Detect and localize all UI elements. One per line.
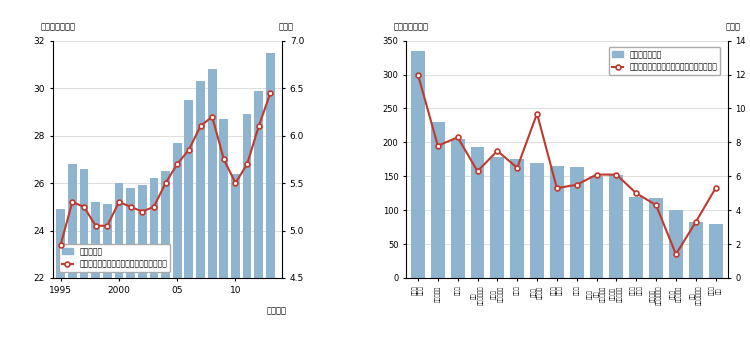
Bar (138, 185, 146, 339)
Text: （年間、時間）: （年間、時間） (393, 22, 428, 31)
Bar (80, 169, 88, 339)
Bar (590, 176, 604, 278)
Bar (411, 51, 425, 278)
Bar (669, 210, 682, 278)
Bar (103, 204, 112, 339)
Bar (243, 114, 251, 339)
Bar (530, 163, 544, 278)
Bar (650, 198, 663, 278)
Bar (490, 157, 504, 278)
Bar (56, 209, 65, 339)
Text: （％）: （％） (725, 22, 740, 31)
Bar (115, 183, 123, 339)
Bar (149, 178, 158, 339)
Bar (688, 222, 703, 278)
Bar (172, 143, 182, 339)
Bar (196, 81, 205, 339)
Bar (208, 69, 217, 339)
Text: （年額、万円）: （年額、万円） (41, 22, 76, 31)
Bar (510, 159, 524, 278)
Bar (430, 122, 445, 278)
Bar (451, 139, 464, 278)
Bar (470, 147, 484, 278)
Bar (231, 174, 240, 339)
Bar (254, 91, 263, 339)
Bar (709, 224, 722, 278)
Bar (126, 188, 135, 339)
Bar (184, 100, 194, 339)
Legend: 所定外労働時間, 賃金全体に占める所定外給与の割合：右軸: 所定外労働時間, 賃金全体に占める所定外給与の割合：右軸 (609, 47, 721, 75)
Bar (610, 175, 623, 278)
Bar (550, 166, 564, 278)
Bar (68, 164, 76, 339)
Bar (629, 197, 644, 278)
Legend: 所定外給与, 賃金全体に占める所定外給与の割合：右軸: 所定外給与, 賃金全体に占める所定外給与の割合：右軸 (58, 244, 170, 272)
Text: （％）: （％） (278, 22, 293, 31)
Text: （年度）: （年度） (267, 306, 286, 316)
Bar (161, 171, 170, 339)
Bar (220, 119, 228, 339)
Bar (266, 53, 274, 339)
Bar (92, 202, 100, 339)
Bar (570, 167, 584, 278)
